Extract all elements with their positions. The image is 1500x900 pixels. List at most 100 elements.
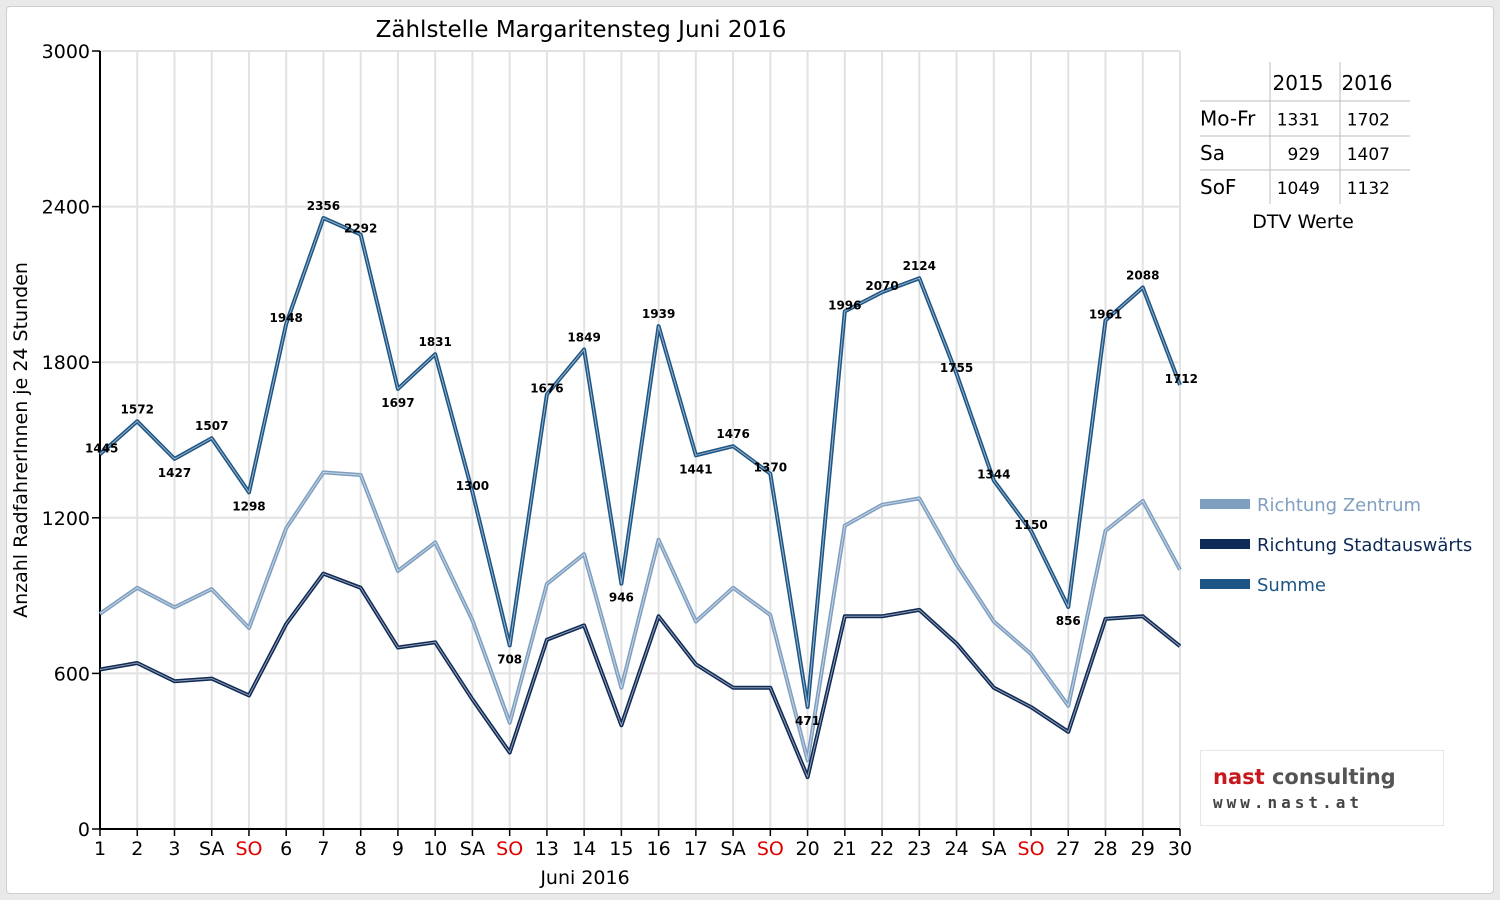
legend-label: Richtung Stadtauswärts [1257, 535, 1472, 556]
table-cell-2016: 1407 [1347, 145, 1390, 165]
data-label-summe: 1948 [270, 311, 303, 325]
data-label-summe: 2070 [865, 279, 898, 293]
table-cell-2015: 1049 [1277, 179, 1320, 199]
table-cell-2016: 1702 [1347, 111, 1390, 131]
data-label-summe: 1298 [232, 499, 265, 513]
logo-name: nast consulting [1213, 765, 1396, 789]
x-tick-label: SA [981, 838, 1006, 860]
series-line-highlight-summe [99, 217, 1181, 708]
table-row-label: Mo-Fr [1200, 107, 1256, 131]
x-tick-label: SA [199, 838, 224, 860]
x-tick-label: 28 [1093, 838, 1117, 860]
legend-swatch [1200, 579, 1250, 589]
series-line-highlight-richtung-stadtausw-rts [99, 573, 1181, 778]
data-label-summe: 1697 [381, 396, 414, 410]
x-tick-label: 16 [647, 838, 671, 860]
legend: Richtung Zentrum Richtung Stadtauswärts Su… [1200, 495, 1472, 596]
chart-title: Zählstelle Margaritensteg Juni 2016 [376, 17, 787, 43]
data-label-summe: 946 [609, 591, 634, 605]
data-label-summe: 1300 [456, 479, 489, 493]
y-tick-label: 0 [78, 819, 90, 841]
data-label-summe: 2292 [344, 222, 377, 236]
logo-name-part1: nast [1213, 765, 1265, 789]
x-tick-label: SO [757, 838, 784, 860]
data-label-summe: 1441 [679, 462, 712, 476]
data-label-summe: 1996 [828, 298, 861, 312]
series-line-summe [98, 216, 1182, 709]
dtv-table: 2015 2016 Mo-Fr 1331 1702 Sa 929 1407 SoF 1049 113… [1200, 62, 1410, 233]
data-label-summe: 1370 [754, 461, 787, 475]
series-line-highlight-richtung-zentrum [99, 471, 1181, 761]
table-caption: DTV Werte [1252, 211, 1354, 233]
x-tick-label: 27 [1056, 838, 1080, 860]
data-label-summe: 1344 [977, 467, 1010, 481]
data-label-summe: 471 [795, 714, 820, 728]
data-label-summe: 1427 [158, 466, 191, 480]
data-label-summe: 1150 [1014, 518, 1047, 532]
data-label-summe: 2088 [1126, 269, 1159, 283]
x-tick-label: 24 [944, 838, 968, 860]
x-tick-label: 15 [609, 838, 633, 860]
x-tick-label: 20 [795, 838, 819, 860]
x-axis-title: Juni 2016 [539, 867, 629, 889]
x-tick-label: SO [496, 838, 523, 860]
table-row-label: SoF [1200, 175, 1236, 199]
data-label-summe: 2356 [307, 199, 340, 213]
x-tick-label: 7 [317, 838, 329, 860]
y-tick-label: 3000 [42, 41, 90, 63]
y-tick-label: 1200 [42, 508, 90, 530]
logo-name-part2: consulting [1271, 765, 1396, 789]
data-label-summe: 1445 [85, 441, 118, 455]
x-tick-label: 9 [392, 838, 404, 860]
x-tick-label: SA [720, 838, 745, 860]
axes: 0 600 1200 1800 2400 3000 1 2 3 SA SO 6 7 8 9 10 SA SO 13 1… [42, 41, 1192, 860]
data-label-summe: 708 [497, 652, 522, 666]
data-label-summe: 1712 [1165, 372, 1198, 386]
data-label-summe: 1476 [716, 427, 749, 441]
data-label-summe: 1831 [418, 335, 451, 349]
nast-consulting-logo: nast consulting www.nast.at [1200, 750, 1444, 826]
x-tick-label: SO [235, 838, 262, 860]
y-tick-label: 2400 [42, 197, 90, 219]
legend-swatch [1200, 499, 1250, 509]
data-label-summe: 1755 [940, 361, 973, 375]
table-header-2016: 2016 [1342, 71, 1393, 95]
data-labels: 1445 1572 1427 1507 1298 1948 2356 2292 1697 1831… [85, 199, 1198, 728]
x-tick-label: 14 [572, 838, 596, 860]
x-tick-label: SA [460, 838, 485, 860]
table-cell-2016: 1132 [1347, 179, 1390, 199]
x-tick-label: 13 [535, 838, 559, 860]
y-axis-title: Anzahl RadfahrerInnen je 24 Stunden [10, 262, 32, 618]
x-tick-label: SO [1018, 838, 1045, 860]
chart-frame [6, 6, 1494, 894]
y-tick-label: 600 [54, 663, 90, 685]
x-tick-label: 1 [94, 838, 106, 860]
data-label-summe: 1939 [642, 307, 675, 321]
x-tick-label: 10 [423, 838, 447, 860]
x-tick-label: 6 [280, 838, 292, 860]
table-header-2015: 2015 [1273, 71, 1324, 95]
x-tick-label: 21 [833, 838, 857, 860]
legend-label: Summe [1257, 575, 1326, 596]
table-cell-2015: 929 [1288, 145, 1320, 165]
table-cell-2015: 1331 [1277, 111, 1320, 131]
logo-url: www.nast.at [1213, 793, 1363, 812]
x-tick-label: 23 [907, 838, 931, 860]
series-lines [98, 216, 1182, 780]
x-tick-label: 22 [870, 838, 894, 860]
x-tick-label: 30 [1168, 838, 1192, 860]
x-tick-label: 8 [355, 838, 367, 860]
legend-label: Richtung Zentrum [1257, 495, 1421, 516]
data-label-summe: 1507 [195, 419, 228, 433]
x-tick-label: 2 [131, 838, 143, 860]
series-line-richtung-stadtausw-rts [99, 571, 1182, 780]
data-label-summe: 1572 [121, 402, 154, 416]
x-tick-label: 17 [684, 838, 708, 860]
table-row-label: Sa [1200, 141, 1225, 165]
data-label-summe: 1961 [1089, 307, 1122, 321]
y-tick-label: 1800 [42, 352, 90, 374]
data-label-summe: 2124 [903, 259, 936, 273]
data-label-summe: 1849 [567, 330, 600, 344]
x-tick-label: 29 [1131, 838, 1155, 860]
